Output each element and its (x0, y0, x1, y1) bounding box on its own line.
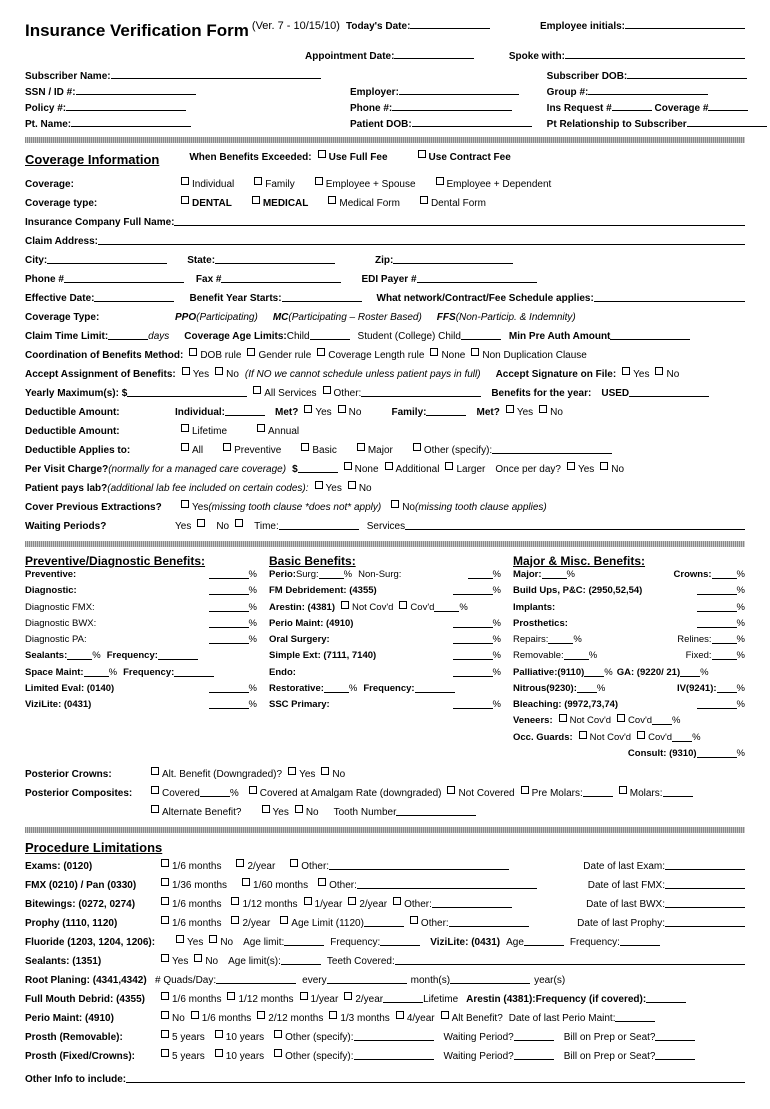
group-label: Group #: (547, 87, 589, 98)
spoke-with-label: Spoke with: (509, 51, 565, 62)
form-version: (Ver. 7 - 10/15/10) (252, 18, 340, 44)
ssn-field[interactable] (76, 84, 196, 95)
cb-sig-yes[interactable] (622, 367, 630, 375)
header-row-1: Insurance Verification Form (Ver. 7 - 10… (25, 18, 745, 44)
when-exceeded-label: When Benefits Exceeded: (189, 150, 311, 174)
header-row-2: Appointment Date: Spoke with: (25, 48, 745, 64)
cb-dental-form[interactable] (420, 196, 428, 204)
zip-field[interactable] (393, 253, 513, 264)
pt-rel-label: Pt Relationship to Subscriber (547, 119, 687, 130)
group-field[interactable] (588, 84, 708, 95)
cb-none[interactable] (430, 348, 438, 356)
ssn-label: SSN / ID #: (25, 87, 76, 98)
pt-rel-field[interactable] (687, 116, 767, 127)
pt-dob-field[interactable] (412, 116, 532, 127)
coverage-num-field[interactable] (708, 100, 748, 111)
coverage-section-title: Coverage Information (25, 150, 159, 170)
coverage-row-1: Coverage: Individual Family Employee + S… (25, 177, 745, 192)
header-grid: Subscriber Name: Subscriber DOB: SSN / I… (25, 68, 745, 130)
cb-medical-form[interactable] (328, 196, 336, 204)
benefits-section: Preventive/Diagnostic Benefits: Preventi… (25, 554, 745, 763)
cb-sig-no[interactable] (655, 367, 663, 375)
today-date-field[interactable] (410, 18, 490, 29)
cb-gender-rule[interactable] (247, 348, 255, 356)
cb-cov-length[interactable] (317, 348, 325, 356)
eff-date-field[interactable] (94, 291, 174, 302)
cb-use-full[interactable] (318, 150, 326, 158)
form-title: Insurance Verification Form (25, 18, 249, 44)
edi-field[interactable] (417, 272, 537, 283)
employer-label: Employer: (350, 87, 399, 98)
cb-use-contract[interactable] (418, 150, 426, 158)
policy-field[interactable] (66, 100, 186, 111)
pt-dob-label: Patient DOB: (350, 119, 412, 130)
ins-co-field[interactable] (174, 215, 745, 226)
divider-2 (25, 541, 745, 547)
sub-dob-field[interactable] (627, 68, 747, 79)
cb-medical[interactable] (252, 196, 260, 204)
cb-family[interactable] (254, 177, 262, 185)
cb-individual[interactable] (181, 177, 189, 185)
appt-date-label: Appointment Date: (305, 51, 394, 62)
claim-addr-field[interactable] (98, 234, 745, 245)
cb-assign-yes[interactable] (182, 367, 190, 375)
cb-dental[interactable] (181, 196, 189, 204)
state-field[interactable] (215, 253, 335, 264)
ben-year-field[interactable] (282, 291, 362, 302)
sub-name-field[interactable] (111, 68, 321, 79)
coverage-num-label: Coverage # (654, 103, 708, 114)
ins-req-label: Ins Request # (547, 103, 612, 114)
today-date-label: Today's Date: (346, 21, 410, 32)
emp-initials-label: Employee initials: (540, 21, 625, 32)
cb-dob-rule[interactable] (189, 348, 197, 356)
divider-3 (25, 827, 745, 833)
cb-non-dup[interactable] (471, 348, 479, 356)
claim-time-field[interactable] (108, 329, 148, 340)
cb-emp-spouse[interactable] (315, 177, 323, 185)
phone-label: Phone #: (350, 103, 392, 114)
cb-assign-no[interactable] (215, 367, 223, 375)
fax-field[interactable] (221, 272, 341, 283)
appt-date-field[interactable] (394, 48, 474, 59)
ins-req-field[interactable] (612, 100, 652, 111)
employer-field[interactable] (399, 84, 519, 95)
emp-initials-field[interactable] (625, 18, 745, 29)
policy-label: Policy #: (25, 103, 66, 114)
network-field[interactable] (594, 291, 745, 302)
pt-name-field[interactable] (71, 116, 191, 127)
city-field[interactable] (47, 253, 167, 264)
pt-name-label: Pt. Name: (25, 119, 71, 130)
sub-dob-label: Subscriber DOB: (547, 71, 628, 82)
coverage-row-2: Coverage type: DENTAL MEDICAL Medical Fo… (25, 196, 745, 211)
sub-name-label: Subscriber Name: (25, 71, 111, 82)
phone2-field[interactable] (64, 272, 184, 283)
cb-emp-dep[interactable] (436, 177, 444, 185)
procedures-title: Procedure Limitations (25, 840, 745, 855)
spoke-with-field[interactable] (565, 48, 745, 59)
coverage-header-row: Coverage Information When Benefits Excee… (25, 150, 745, 174)
phone-field[interactable] (392, 100, 512, 111)
divider-1 (25, 137, 745, 143)
